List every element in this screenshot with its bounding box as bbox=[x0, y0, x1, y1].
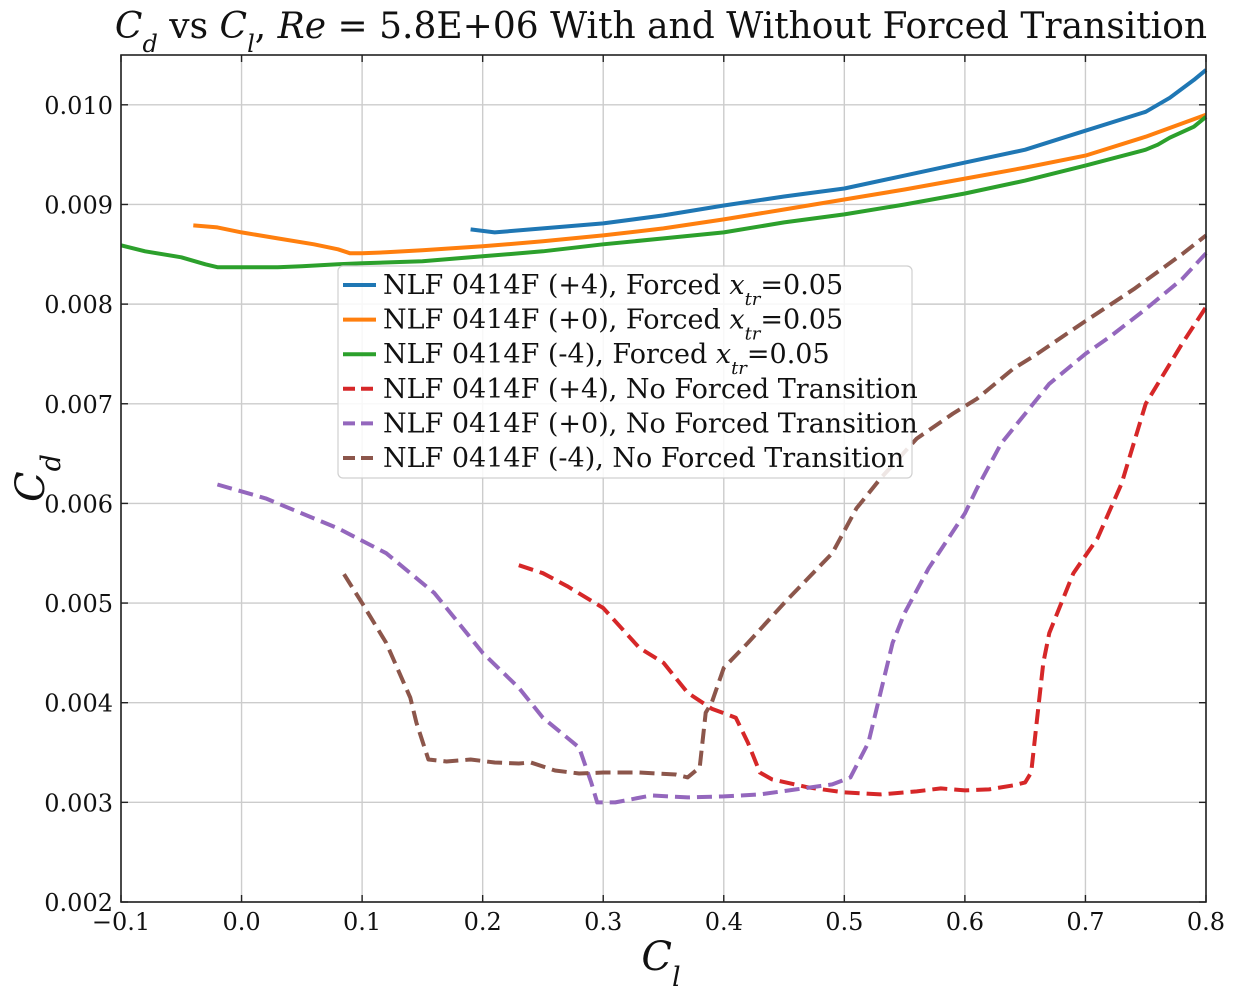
series-line-5 bbox=[216, 251, 1208, 805]
series-line-6 bbox=[342, 233, 1208, 780]
text-part: =0.05 bbox=[747, 339, 830, 370]
text-part: x bbox=[729, 305, 744, 336]
text-part: C bbox=[220, 6, 248, 47]
legend-box bbox=[337, 265, 913, 479]
text-part: tr bbox=[745, 323, 762, 344]
text-part: NLF 0414F (-4), No Forced Transition bbox=[383, 443, 904, 474]
text-part: NLF 0414F (+0), Forced bbox=[383, 305, 729, 336]
y-tick-label: 0.006 bbox=[44, 490, 113, 518]
legend-label: NLF 0414F (+0), No Forced Transition bbox=[383, 408, 918, 439]
text-part: , bbox=[255, 6, 278, 47]
text-part: d bbox=[36, 454, 67, 471]
x-tick-label: 0.0 bbox=[222, 908, 260, 936]
text-part: x bbox=[729, 270, 744, 301]
y-axis-label: Cd bbox=[8, 454, 67, 502]
y-tick-label: 0.002 bbox=[44, 889, 113, 917]
text-part: l bbox=[247, 30, 255, 58]
y-tick-label: 0.010 bbox=[44, 92, 113, 120]
text-part: l bbox=[672, 962, 681, 986]
x-tick-label: 0.7 bbox=[1066, 908, 1104, 936]
x-axis-label: Cl bbox=[641, 934, 680, 986]
y-tick-label: 0.005 bbox=[44, 590, 113, 618]
text-part: Re bbox=[277, 6, 326, 47]
series-line-4 bbox=[518, 306, 1208, 797]
series-line-1 bbox=[470, 68, 1208, 235]
x-tick-label: 0.3 bbox=[584, 908, 622, 936]
tick-labels: −0.1 0.0 0.1 0.2 0.3 0.4 0.5 0.6 0.7 0.8 0.002 0.00… bbox=[44, 92, 1225, 936]
text-part: NLF 0414F (-4), Forced bbox=[383, 339, 716, 370]
text-part: =0.05 bbox=[760, 305, 843, 336]
series-layer bbox=[120, 68, 1208, 805]
series-line-3 bbox=[120, 115, 1208, 270]
x-tick-label: 0.2 bbox=[464, 908, 502, 936]
plot-frame bbox=[120, 54, 1207, 903]
text-part: vs bbox=[158, 6, 220, 47]
text-part: tr bbox=[731, 358, 748, 379]
text-part: tr bbox=[745, 289, 762, 310]
text-part: =0.05 bbox=[760, 270, 843, 301]
text-part: NLF 0414F (+0), No Forced Transition bbox=[383, 408, 918, 439]
y-tick-label: 0.004 bbox=[44, 690, 113, 718]
legend-label: NLF 0414F (-4), No Forced Transition bbox=[383, 443, 904, 474]
x-tick-label: 0.4 bbox=[705, 908, 743, 936]
y-tick-label: 0.007 bbox=[44, 391, 113, 419]
y-tick-label: 0.009 bbox=[44, 191, 113, 219]
y-tick-label: 0.003 bbox=[44, 789, 113, 817]
ticks bbox=[120, 55, 1207, 903]
text-part: x bbox=[716, 339, 731, 370]
text-part: d bbox=[142, 30, 157, 58]
series-line-2 bbox=[193, 112, 1207, 256]
text-part: C bbox=[8, 471, 54, 502]
text-part: C bbox=[641, 934, 672, 980]
text-part: NLF 0414F (+4), No Forced Transition bbox=[383, 374, 918, 405]
legend-label: NLF 0414F (+4), No Forced Transition bbox=[383, 374, 918, 405]
x-tick-label: 0.8 bbox=[1187, 908, 1225, 936]
x-tick-label: 0.6 bbox=[946, 908, 984, 936]
chart-title: Cd vs Cl, Re = 5.8E+06 With and Without … bbox=[115, 6, 1207, 58]
legend-label: NLF 0414F (+4), Forced xtr=0.05 bbox=[383, 270, 843, 310]
x-tick-label: 0.5 bbox=[825, 908, 863, 936]
text-part: C bbox=[115, 6, 143, 47]
legend-label: NLF 0414F (+0), Forced xtr=0.05 bbox=[383, 305, 843, 345]
legend-label: NLF 0414F (-4), Forced xtr=0.05 bbox=[383, 339, 830, 379]
x-tick-label: 0.1 bbox=[343, 908, 381, 936]
text-part: = 5.8E+06 With and Without Forced Transi… bbox=[326, 6, 1207, 47]
text-part: NLF 0414F (+4), Forced bbox=[383, 270, 729, 301]
x-tick-label: −0.1 bbox=[92, 908, 150, 936]
y-tick-label: 0.008 bbox=[44, 291, 113, 319]
